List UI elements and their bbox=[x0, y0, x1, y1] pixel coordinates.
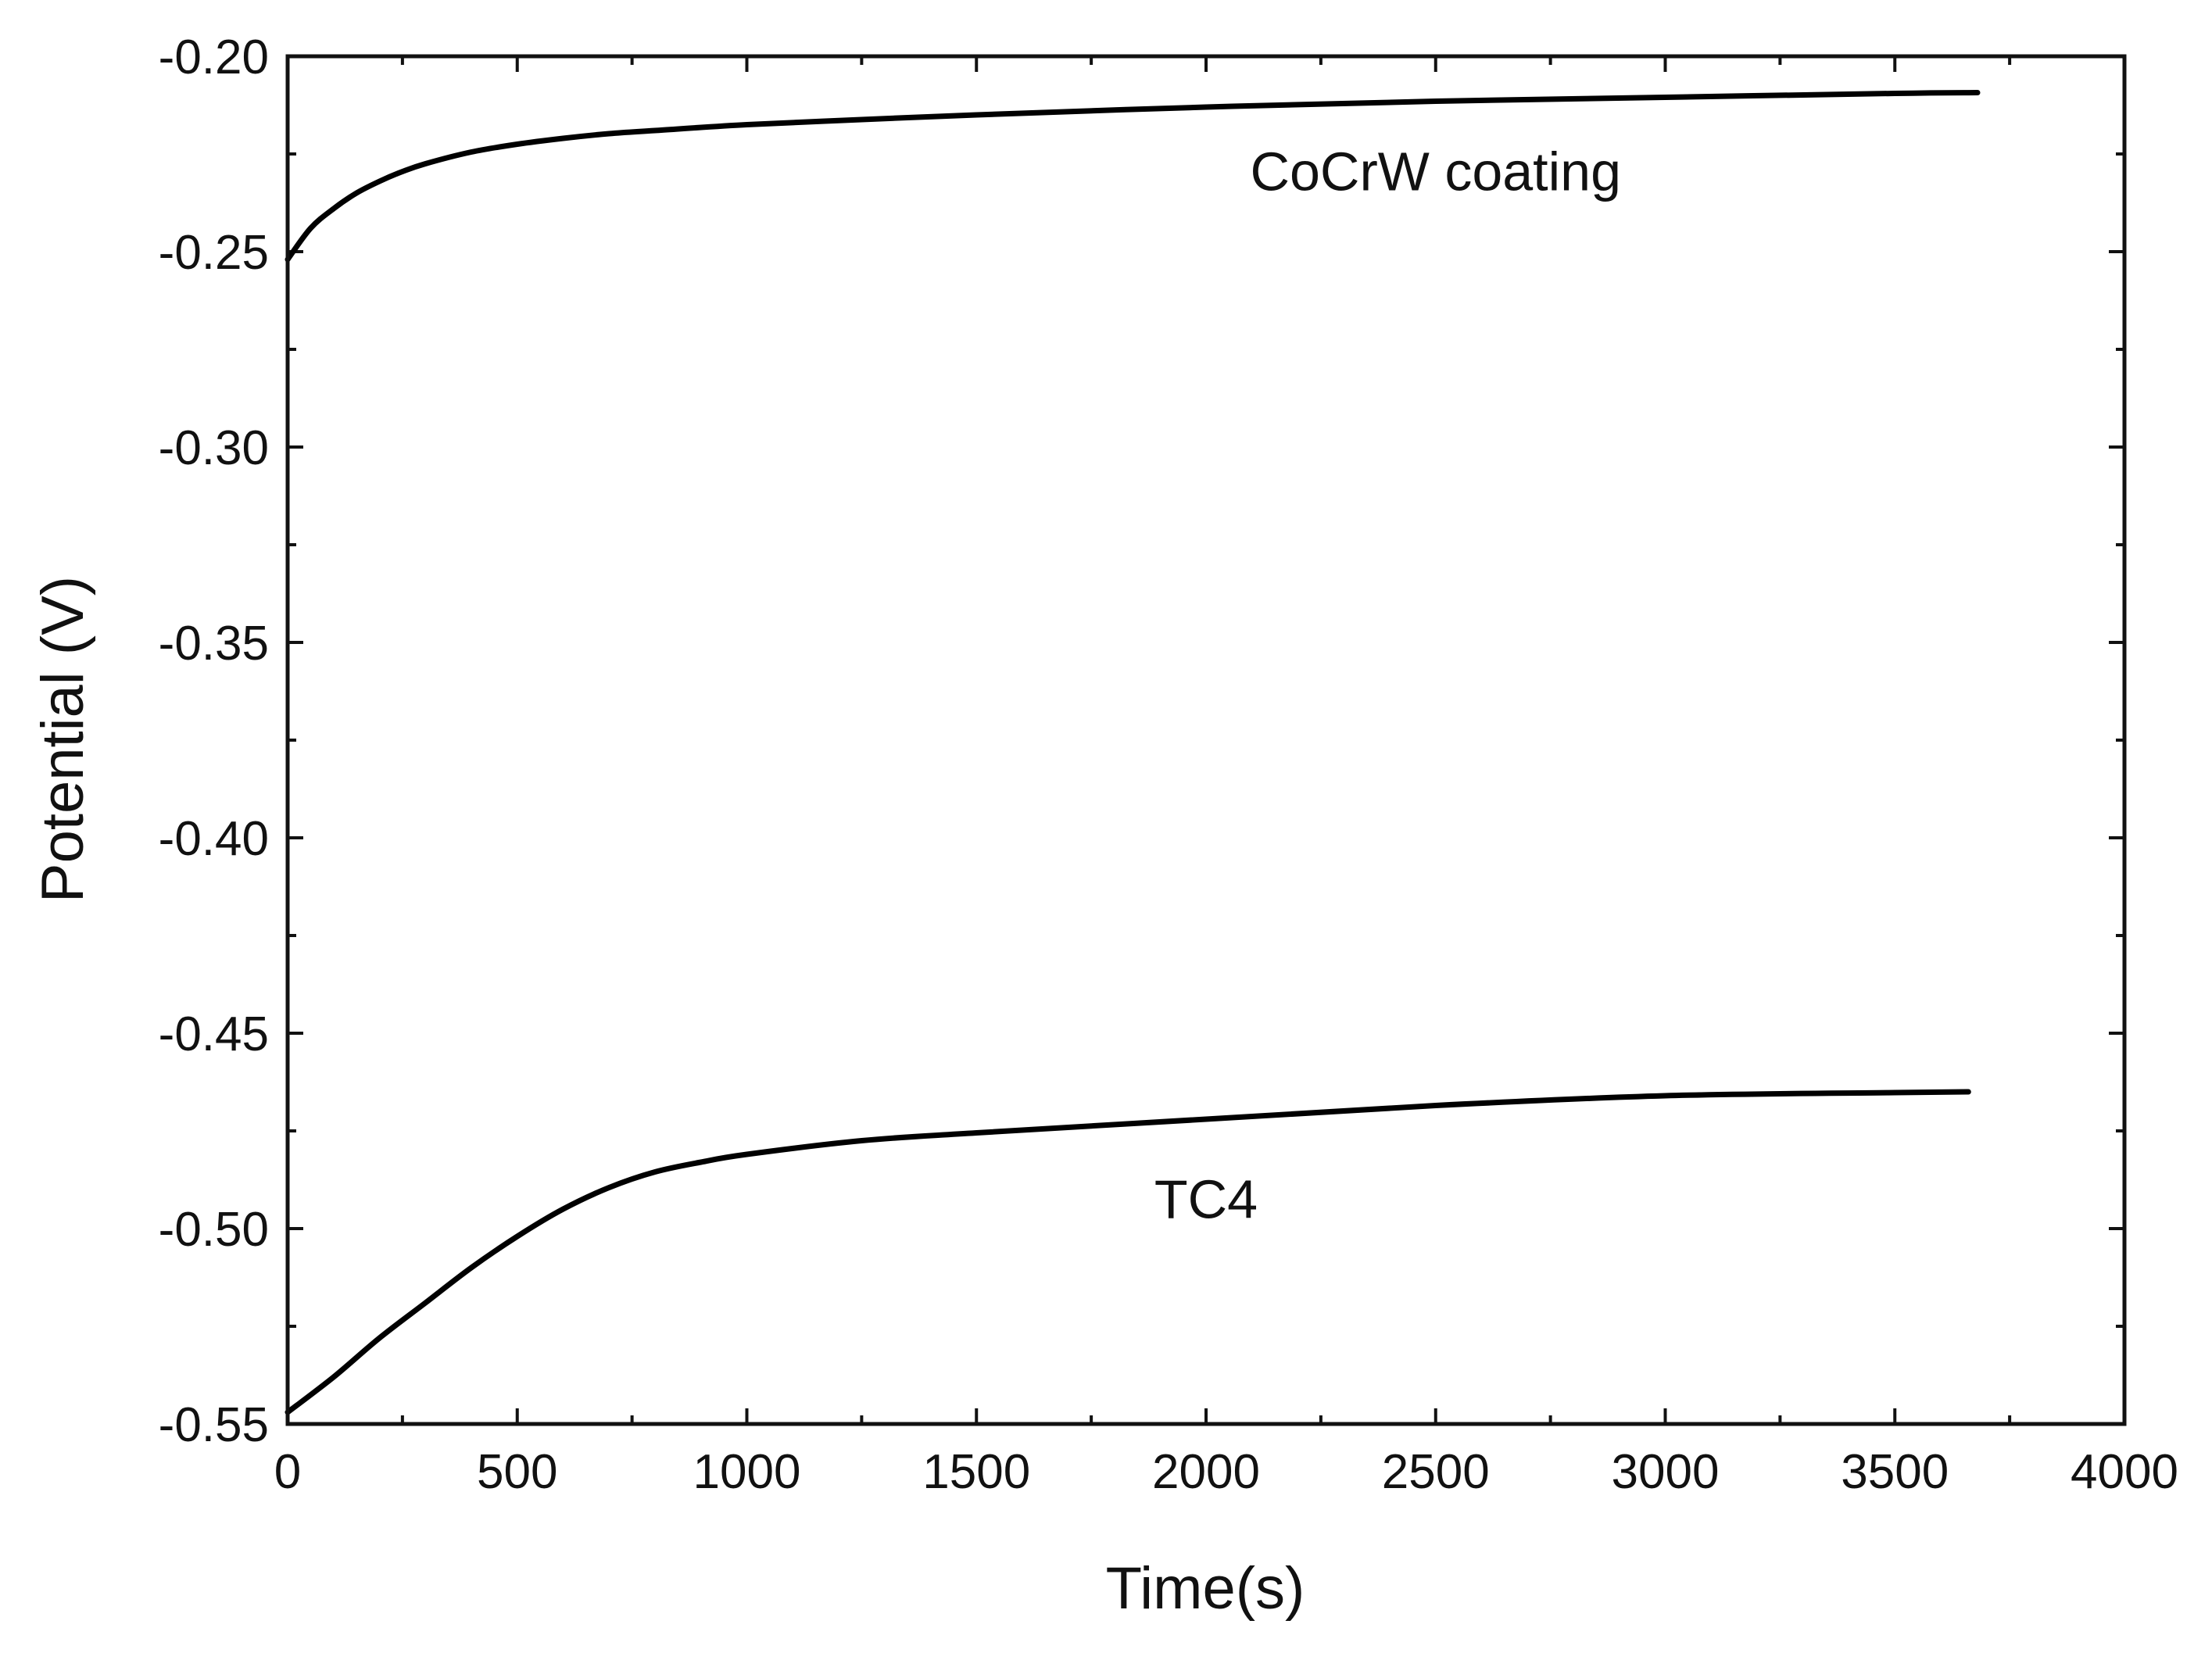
y-tick-label: -0.50 bbox=[159, 1203, 269, 1257]
y-tick-label: -0.45 bbox=[159, 1007, 269, 1061]
x-tick-label: 500 bbox=[477, 1445, 557, 1499]
series-line-cocrw-coating bbox=[285, 90, 1981, 263]
y-tick-label: -0.30 bbox=[159, 421, 269, 475]
annotation-cocrw-coating: CoCrW coating bbox=[1250, 141, 1621, 202]
x-tick-label: 0 bbox=[274, 1445, 301, 1499]
x-tick-label: 1000 bbox=[693, 1445, 801, 1499]
y-axis-title: Potential (V) bbox=[30, 576, 96, 903]
series-line-tc4 bbox=[285, 1089, 1971, 1415]
y-tick-label: -0.35 bbox=[159, 617, 269, 671]
series-group bbox=[285, 90, 1981, 1415]
x-tick-label: 3000 bbox=[1612, 1445, 1720, 1499]
annotation-group: CoCrW coating TC4 bbox=[1154, 141, 1621, 1230]
y-tick-label: -0.25 bbox=[159, 226, 269, 280]
x-tick-label: 3500 bbox=[1841, 1445, 1949, 1499]
x-tick-labels: 0 500 1000 1500 2000 2500 3000 3500 4000 bbox=[274, 1445, 2178, 1499]
y-tick-label: -0.20 bbox=[159, 30, 269, 84]
y-tick-label: -0.55 bbox=[159, 1398, 269, 1452]
y-tick-labels: -0.55 -0.50 -0.45 -0.40 -0.35 -0.30 -0.25 -0.20 bbox=[159, 30, 269, 1452]
x-tick-label: 4000 bbox=[2071, 1445, 2178, 1499]
y-tick-label: -0.40 bbox=[159, 812, 269, 866]
plot-frame bbox=[285, 54, 2127, 1426]
x-tick-label: 2500 bbox=[1382, 1445, 1490, 1499]
annotation-tc4: TC4 bbox=[1154, 1169, 1258, 1230]
x-tick-label: 1500 bbox=[922, 1445, 1030, 1499]
x-axis-title: Time(s) bbox=[1106, 1555, 1305, 1622]
x-tick-label: 2000 bbox=[1152, 1445, 1260, 1499]
